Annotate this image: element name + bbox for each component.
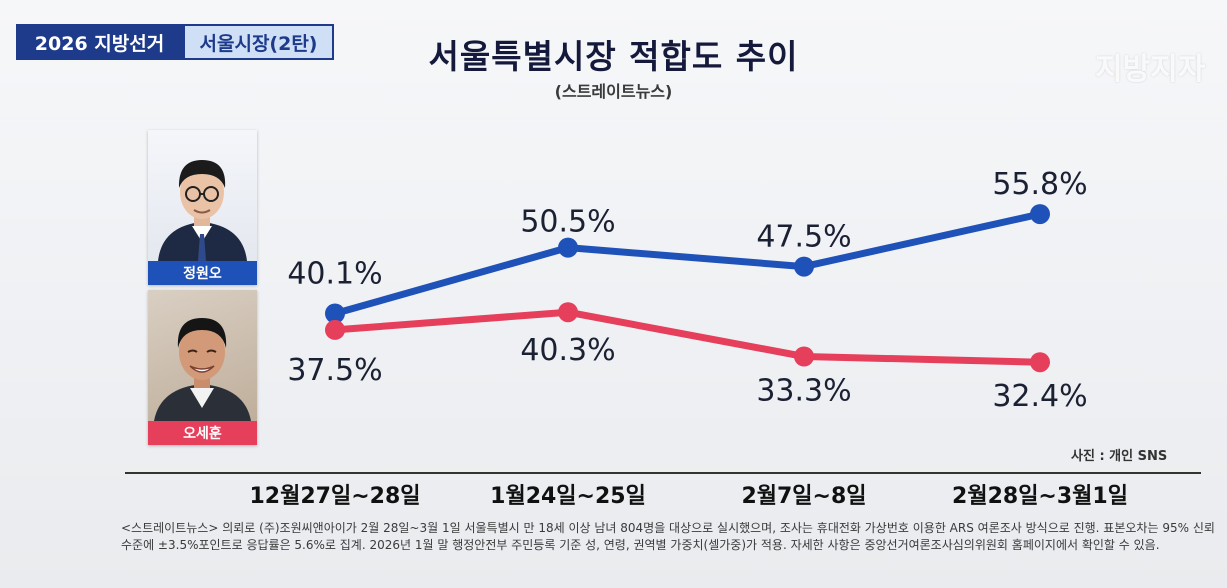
portrait-oh-icon [154, 318, 251, 421]
data-label-oh-1: 37.5% [287, 353, 382, 388]
x-axis-line [125, 472, 1201, 474]
x-tick-label-4: 2월28일~3월1일 [952, 484, 1128, 509]
x-tick-label-2: 1월24일~25일 [490, 484, 646, 509]
photo-credit: 사진 : 개인 SNS [1071, 449, 1168, 464]
portrait-jung-icon [158, 160, 247, 261]
survey-footnote: <스트레이트뉴스> 의뢰로 (주)조원씨앤아이가 2월 28일~3월 1일 서울… [121, 521, 1215, 552]
data-point-jung-2 [558, 237, 578, 258]
candidate-photo-jung [148, 130, 257, 261]
data-point-oh-3 [794, 346, 814, 367]
x-tick-label-3: 2월7일~8일 [741, 484, 866, 509]
candidate-name-oh: 오세훈 [148, 421, 257, 445]
data-point-jung-1 [325, 303, 345, 324]
series-line-oh [331, 308, 1044, 366]
data-label-jung-3: 47.5% [756, 220, 851, 255]
data-point-jung-3 [794, 256, 814, 277]
data-label-jung-4: 55.8% [992, 167, 1087, 202]
series-line-jung [331, 210, 1044, 317]
election-badge: 2026 지방선거 [16, 24, 183, 60]
candidate-name-jung: 정원오 [148, 261, 257, 285]
candidate-photo-oh [148, 290, 257, 421]
chart-title: 서울특별시장 적합도 추이 [428, 37, 799, 76]
chart-subtitle: (스트레이트뉴스) [554, 82, 673, 101]
data-point-oh-2 [558, 302, 578, 323]
data-point-oh-1 [325, 319, 345, 340]
data-label-oh-3: 33.3% [756, 374, 851, 409]
channel-watermark: 지방지자 [1095, 52, 1206, 87]
data-label-oh-2: 40.3% [520, 333, 615, 368]
data-point-oh-4 [1030, 352, 1050, 373]
x-tick-label-1: 12월27일~28일 [250, 484, 421, 509]
data-label-jung-2: 50.5% [520, 205, 615, 240]
series-badge: 서울시장(2탄) [183, 24, 334, 60]
data-label-jung-1: 40.1% [287, 257, 382, 292]
data-label-oh-4: 32.4% [992, 379, 1087, 414]
candidate-card-jung: 정원오 [148, 130, 257, 285]
data-point-jung-4 [1030, 204, 1050, 225]
candidate-card-oh: 오세훈 [148, 290, 257, 445]
